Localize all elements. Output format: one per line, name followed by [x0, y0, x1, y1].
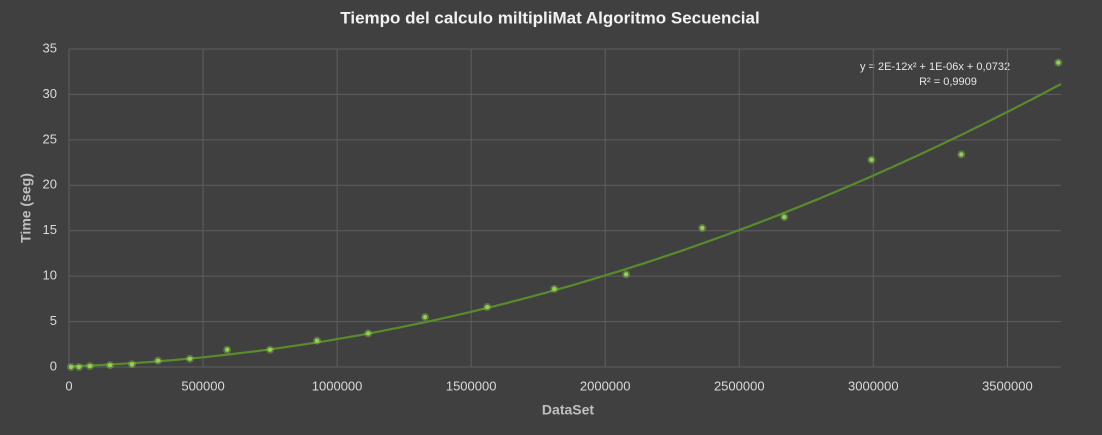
- trendline-r2: R² = 0,9909: [919, 76, 977, 88]
- point: [366, 331, 371, 336]
- point: [107, 362, 113, 368]
- point: [869, 157, 874, 163]
- x-tick-label: 1000000: [312, 378, 363, 393]
- point: [485, 304, 490, 310]
- point: [422, 314, 428, 320]
- point: [959, 152, 964, 157]
- x-axis-title: DataSet: [542, 402, 594, 418]
- y-tick-label: 0: [50, 358, 57, 373]
- x-tick-label: 2500000: [714, 378, 765, 393]
- point: [187, 356, 193, 362]
- point: [129, 362, 135, 367]
- point: [314, 338, 320, 343]
- y-tick-label: 5: [50, 313, 57, 328]
- point: [155, 358, 161, 363]
- point: [552, 286, 557, 292]
- point: [700, 225, 705, 231]
- y-tick-label: 35: [43, 40, 57, 55]
- x-tick-label: 0: [65, 378, 72, 393]
- trendline: [68, 83, 1062, 368]
- x-tick-label: 3000000: [848, 378, 899, 393]
- point: [68, 364, 74, 370]
- point: [1056, 60, 1061, 65]
- point: [87, 363, 93, 369]
- chart-title: Tiempo del calculo miltipliMat Algoritmo…: [340, 8, 759, 27]
- point: [782, 214, 787, 220]
- x-tick-label: 3500000: [982, 378, 1033, 393]
- y-axis-title: Time (seg): [18, 173, 34, 243]
- y-tick-label: 10: [43, 268, 57, 283]
- y-tick-label: 15: [43, 222, 57, 237]
- x-tick-label: 2000000: [580, 378, 631, 393]
- point: [267, 347, 273, 352]
- point: [224, 347, 230, 352]
- x-tick-label: 500000: [181, 378, 224, 393]
- point: [623, 272, 629, 277]
- trendline-equation: y = 2E-12x² + 1E-06x + 0,0732: [860, 61, 1010, 73]
- y-tick-label: 30: [43, 86, 57, 101]
- y-tick-label: 20: [43, 177, 57, 192]
- y-tick-label: 25: [43, 131, 57, 146]
- x-tick-label: 1500000: [446, 378, 497, 393]
- point: [76, 364, 82, 370]
